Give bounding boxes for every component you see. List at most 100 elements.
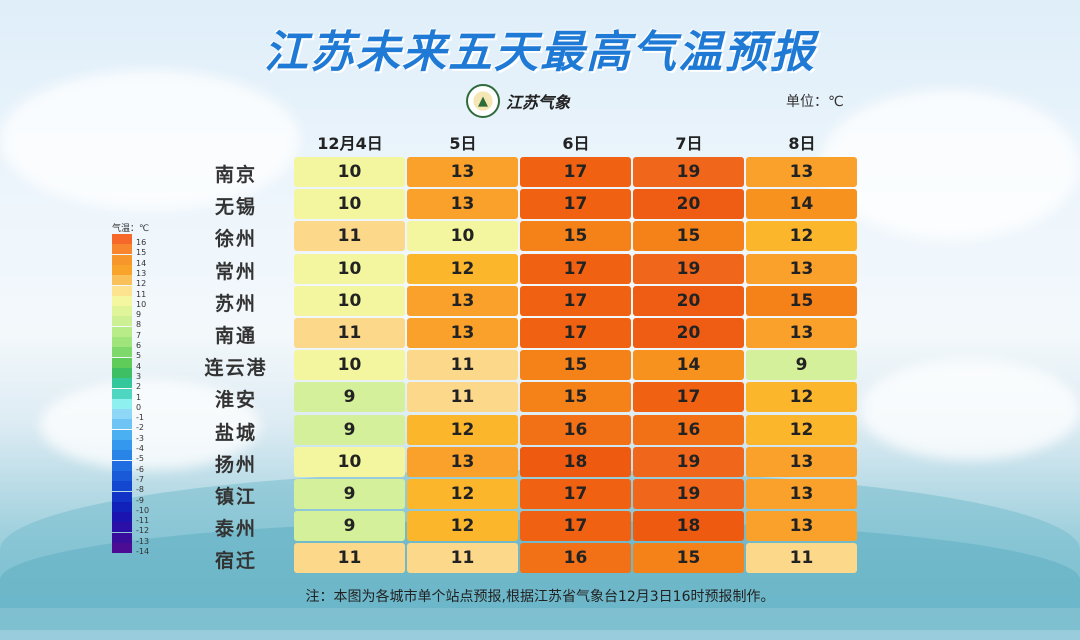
row-header: 泰州 (214, 518, 257, 541)
row-header: 徐州 (214, 228, 257, 251)
legend-swatch (112, 285, 132, 296)
legend-swatch (112, 275, 132, 286)
legend-swatch (112, 398, 132, 409)
legend-label: 4 (136, 361, 142, 371)
legend-swatch (112, 254, 132, 265)
heatmap-cell: 10 (294, 285, 405, 316)
heatmap-cell: 13 (746, 318, 857, 348)
legend-swatch (112, 543, 132, 553)
background-cloud (860, 360, 1080, 460)
legend-swatch (112, 388, 132, 399)
heatmap-cell: 13 (746, 479, 857, 509)
heatmap-cell: 9 (294, 479, 405, 509)
legend-label: -8 (136, 485, 144, 495)
heatmap-cell: 15 (520, 350, 631, 381)
heatmap-cell: 13 (407, 189, 518, 220)
heatmap-cell: 12 (407, 414, 518, 445)
legend-label: -7 (136, 474, 144, 484)
row-header: 无锡 (214, 196, 257, 219)
heatmap-cell: 15 (746, 285, 857, 316)
heatmap-cell: 11 (407, 382, 518, 413)
heatmap-cell: 20 (633, 285, 744, 316)
legend-swatch (112, 450, 132, 461)
background-cloud (0, 70, 300, 210)
legend-label: -4 (136, 444, 144, 453)
legend-label: 1 (136, 392, 142, 402)
heatmap-cell: 17 (520, 189, 631, 220)
legend-swatch (112, 234, 132, 244)
legend-label: 7 (136, 330, 142, 340)
unit-label: 单位：℃ (786, 94, 844, 110)
legend-swatch (112, 316, 132, 327)
legend-label: 6 (136, 341, 142, 350)
heatmap-cell: 10 (294, 253, 405, 284)
heatmap-cell: 10 (294, 189, 405, 220)
row-header: 南京 (214, 164, 257, 186)
heatmap-cell: 13 (407, 285, 518, 316)
heatmap-cell: 19 (633, 157, 744, 187)
heatmap-cell: 15 (633, 543, 744, 574)
row-header: 常州 (214, 260, 257, 283)
logo-emblem-icon: ▲ (466, 84, 500, 118)
heatmap-cell: 18 (633, 511, 744, 542)
legend-swatch (112, 357, 132, 368)
legend-swatch (112, 532, 132, 543)
heatmap-cell: 12 (407, 511, 518, 542)
legend-label: -10 (136, 505, 150, 515)
heatmap-cell: 13 (407, 446, 518, 477)
heatmap-cell: 19 (633, 253, 744, 284)
heatmap-cell: 17 (520, 253, 631, 284)
heatmap-cell: 12 (407, 479, 518, 509)
heatmap-cell: 17 (520, 318, 631, 348)
legend-label: -6 (136, 464, 144, 474)
heatmap-cell: 15 (633, 221, 744, 252)
heatmap-cell: 15 (520, 382, 631, 413)
legend-swatch (112, 429, 132, 440)
legend-swatch (112, 347, 132, 358)
heatmap-cell: 19 (633, 479, 744, 509)
legend-label: 10 (136, 299, 147, 309)
heatmap-cell: 11 (407, 350, 518, 381)
legend-label: 2 (136, 382, 142, 392)
heatmap-cell: 13 (407, 318, 518, 348)
heatmap-cell: 11 (746, 543, 857, 574)
heatmap-cell: 10 (294, 446, 405, 477)
legend-label: 9 (136, 310, 142, 320)
page-title: 江苏未来五天最高气温预报 (264, 27, 816, 78)
legend-swatch (112, 481, 132, 492)
row-header: 淮安 (214, 389, 257, 412)
heatmap-cell: 17 (520, 285, 631, 316)
heatmap-cell: 17 (520, 511, 631, 542)
heatmap-cell: 9 (746, 350, 857, 381)
column-header: 6日 (562, 134, 590, 153)
row-header: 扬州 (214, 453, 257, 476)
legend-label: 8 (136, 320, 142, 330)
legend-label: -12 (136, 526, 150, 536)
heatmap-cell: 12 (746, 414, 857, 445)
column-header: 8日 (788, 134, 816, 153)
legend-label: 13 (136, 268, 147, 278)
heatmap-cell: 9 (294, 511, 405, 542)
heatmap-cell: 17 (633, 382, 744, 413)
heatmap-cell: 13 (746, 253, 857, 284)
heatmap-cell: 16 (520, 414, 631, 445)
background-cloud (40, 380, 260, 470)
legend-label: -2 (136, 423, 144, 433)
heatmap-cell: 9 (294, 414, 405, 445)
legend-swatch (112, 306, 132, 317)
legend-swatch (112, 409, 132, 420)
heatmap-cell: 20 (633, 189, 744, 220)
heatmap-cell: 13 (746, 511, 857, 542)
logo-text: 江苏气象 (506, 93, 571, 112)
legend-label: 15 (136, 248, 147, 258)
heatmap-cell: 9 (294, 382, 405, 413)
legend-label: -9 (136, 495, 144, 505)
heatmap-cell: 11 (294, 318, 405, 348)
legend-swatch (112, 460, 132, 471)
footnote: 注：本图为各城市单个站点预报,根据江苏省气象台12月3日16时预报制作。 (305, 589, 775, 605)
row-header: 苏州 (214, 292, 257, 315)
heatmap-cell: 13 (407, 157, 518, 187)
legend-swatch (112, 295, 132, 306)
legend-label: 16 (136, 238, 147, 247)
heatmap-cell: 12 (746, 221, 857, 252)
